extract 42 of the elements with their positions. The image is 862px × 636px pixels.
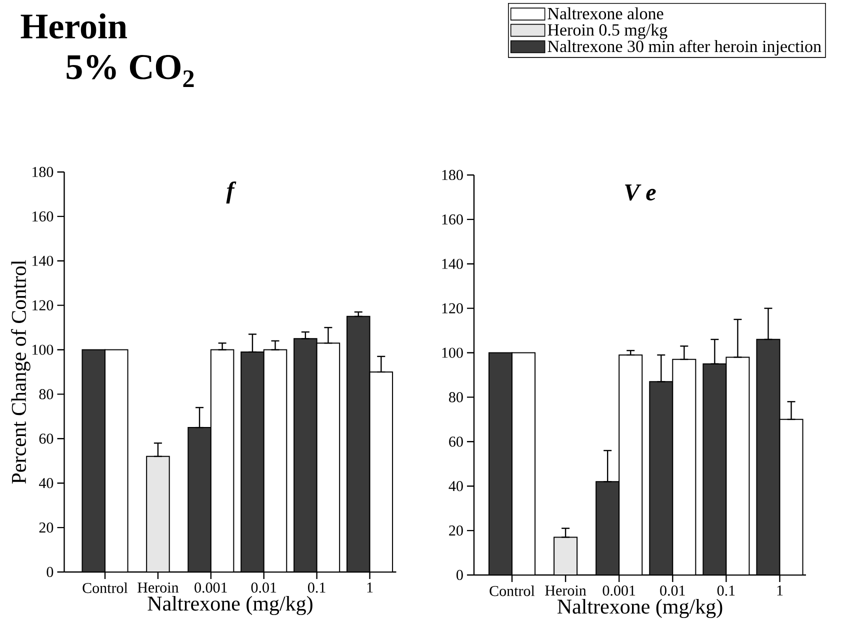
y-tick-label: 180 xyxy=(32,166,54,178)
y-tick-label: 80 xyxy=(449,392,463,402)
text: Heroin xyxy=(20,13,128,39)
y-tick-label: 100 xyxy=(32,344,54,355)
y-tick-label: 20 xyxy=(449,525,463,536)
x-tick-label: 0.01 xyxy=(251,582,276,593)
x-tick-label: 0.01 xyxy=(660,586,685,596)
x-axis-title: Naltrexone (mg/kg) xyxy=(557,598,722,618)
y-tick-label: 160 xyxy=(442,214,463,224)
y-tick-label: 40 xyxy=(39,478,54,488)
x-tick-label: 1 xyxy=(367,582,373,592)
y-tick-label: 140 xyxy=(32,256,54,266)
legend-label: Naltrexone alone xyxy=(548,7,664,20)
x-tick-label: 0.001 xyxy=(602,586,636,596)
y-tick-label: 60 xyxy=(449,436,463,447)
x-tick-label: 0.1 xyxy=(308,582,326,593)
x-axis-title: Naltrexone (mg/kg) xyxy=(148,596,312,616)
y-tick-label: 160 xyxy=(32,211,54,222)
y-tick-label: 80 xyxy=(39,389,54,400)
y-tick-label: 0 xyxy=(46,566,54,578)
y-tick-label: 100 xyxy=(442,348,463,358)
y-tick-label: 40 xyxy=(448,481,463,492)
x-tick-label: Control xyxy=(82,582,128,594)
y-tick-label: 120 xyxy=(32,300,54,310)
y-tick-label: 20 xyxy=(39,522,54,533)
y-axis-title: Percent Change of Control xyxy=(11,260,30,484)
y-tick-label: 180 xyxy=(442,170,463,180)
y-tick-label: 0 xyxy=(456,570,463,580)
text: 5% CO$_{2}$ xyxy=(66,54,194,88)
y-tick-label: 60 xyxy=(39,434,54,444)
x-tick-label: Heroin xyxy=(138,582,179,593)
y-tick-label: 120 xyxy=(442,303,463,314)
chart-title: V e xyxy=(625,184,656,201)
x-tick-label: Heroin xyxy=(545,586,586,596)
legend-label: Heroin 0.5 mg/kg xyxy=(548,24,668,40)
legend-label: Naltrexone 30 min after heroin injection xyxy=(548,40,822,56)
x-tick-label: 1 xyxy=(777,586,783,596)
x-tick-label: 0.1 xyxy=(717,586,735,596)
y-tick-label: 140 xyxy=(442,258,463,269)
x-tick-label: Control xyxy=(490,586,535,596)
x-tick-label: 0.001 xyxy=(194,582,227,593)
chart-title: f xyxy=(226,182,236,204)
